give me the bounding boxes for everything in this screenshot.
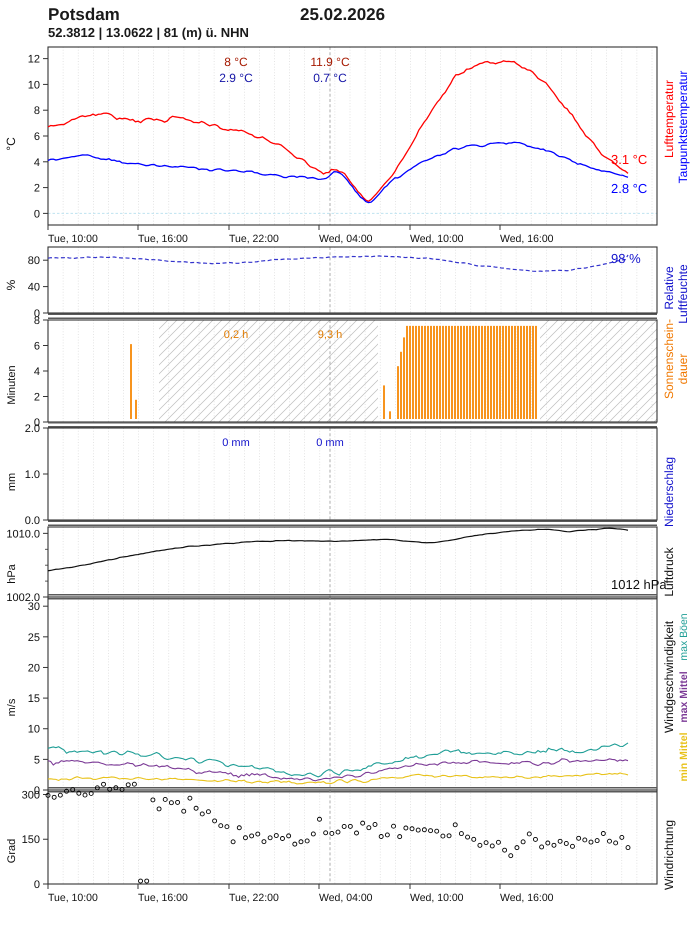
svg-text:Wed, 16:00: Wed, 16:00 bbox=[500, 233, 554, 245]
svg-text:3.1 °C: 3.1 °C bbox=[611, 152, 647, 167]
svg-text:Luftfeuchte: Luftfeuchte bbox=[676, 264, 690, 324]
svg-text:25.02.2026: 25.02.2026 bbox=[300, 5, 385, 24]
svg-text:300: 300 bbox=[22, 789, 40, 801]
svg-text:6: 6 bbox=[34, 131, 40, 143]
svg-text:2.9 °C: 2.9 °C bbox=[219, 71, 253, 85]
svg-text:0,2 h: 0,2 h bbox=[224, 329, 248, 341]
svg-text:1010.0: 1010.0 bbox=[6, 528, 40, 540]
svg-text:hPa: hPa bbox=[6, 563, 18, 583]
svg-text:1.0: 1.0 bbox=[25, 469, 40, 481]
svg-text:%: % bbox=[4, 279, 18, 290]
svg-text:Windrichtung: Windrichtung bbox=[662, 820, 676, 890]
svg-text:Tue, 10:00: Tue, 10:00 bbox=[48, 233, 98, 245]
svg-text:1012 hPa: 1012 hPa bbox=[611, 577, 667, 592]
svg-text:Tue, 22:00: Tue, 22:00 bbox=[229, 233, 279, 245]
svg-text:0 mm: 0 mm bbox=[222, 437, 250, 449]
svg-text:6: 6 bbox=[34, 341, 40, 353]
svg-text:40: 40 bbox=[28, 282, 40, 294]
svg-text:Wed, 16:00: Wed, 16:00 bbox=[500, 892, 554, 904]
svg-text:Wed, 10:00: Wed, 10:00 bbox=[410, 233, 464, 245]
svg-text:9,3 h: 9,3 h bbox=[318, 329, 342, 341]
svg-text:11.9 °C: 11.9 °C bbox=[310, 55, 350, 69]
svg-text:Tue, 22:00: Tue, 22:00 bbox=[229, 892, 279, 904]
svg-text:2: 2 bbox=[34, 392, 40, 404]
svg-text:0.7 °C: 0.7 °C bbox=[313, 71, 347, 85]
svg-text:Potsdam: Potsdam bbox=[48, 5, 120, 24]
svg-text:98 %: 98 % bbox=[611, 251, 641, 266]
svg-text:10: 10 bbox=[28, 724, 40, 736]
svg-text:Wed, 10:00: Wed, 10:00 bbox=[410, 892, 464, 904]
svg-text:52.3812 | 13.0622 | 81 (m) ü.: 52.3812 | 13.0622 | 81 (m) ü. NHN bbox=[48, 25, 249, 40]
svg-text:Niederschlag: Niederschlag bbox=[662, 457, 676, 527]
svg-text:0 mm: 0 mm bbox=[316, 437, 344, 449]
svg-text:4: 4 bbox=[34, 157, 40, 169]
svg-text:Windgeschwindigkeit: Windgeschwindigkeit bbox=[662, 620, 676, 733]
svg-text:Relative: Relative bbox=[662, 266, 676, 310]
svg-text:0: 0 bbox=[34, 208, 40, 220]
svg-text:max Böen: max Böen bbox=[678, 613, 690, 660]
svg-text:25: 25 bbox=[28, 632, 40, 644]
svg-text:4: 4 bbox=[34, 366, 40, 378]
svg-text:min Mittel: min Mittel bbox=[678, 732, 690, 781]
svg-text:Wed, 04:00: Wed, 04:00 bbox=[319, 233, 373, 245]
svg-text:Wed, 04:00: Wed, 04:00 bbox=[319, 892, 373, 904]
svg-text:Sonnenschein-: Sonnenschein- bbox=[662, 319, 676, 399]
svg-text:Tue, 16:00: Tue, 16:00 bbox=[138, 233, 188, 245]
svg-text:Lufttemperatur: Lufttemperatur bbox=[662, 80, 676, 158]
svg-text:80: 80 bbox=[28, 255, 40, 267]
svg-text:8 °C: 8 °C bbox=[224, 55, 248, 69]
svg-text:Minuten: Minuten bbox=[6, 365, 18, 404]
svg-text:2: 2 bbox=[34, 183, 40, 195]
svg-text:5: 5 bbox=[34, 754, 40, 766]
svg-text:Taupunktstemperatur: Taupunktstemperatur bbox=[676, 71, 690, 184]
svg-text:8: 8 bbox=[34, 315, 40, 327]
svg-text:mm: mm bbox=[6, 473, 18, 491]
svg-text:m/s: m/s bbox=[6, 698, 18, 716]
svg-text:Luftdruck: Luftdruck bbox=[662, 546, 676, 596]
svg-text:0.0: 0.0 bbox=[25, 515, 40, 527]
svg-text:max Mittel: max Mittel bbox=[678, 671, 690, 722]
svg-text:20: 20 bbox=[28, 662, 40, 674]
svg-text:°C: °C bbox=[4, 137, 18, 151]
svg-text:8: 8 bbox=[34, 105, 40, 117]
svg-text:150: 150 bbox=[22, 834, 40, 846]
svg-text:12: 12 bbox=[28, 54, 40, 66]
svg-text:2.8 °C: 2.8 °C bbox=[611, 181, 647, 196]
svg-text:Grad: Grad bbox=[6, 839, 18, 863]
svg-text:15: 15 bbox=[28, 693, 40, 705]
svg-text:0: 0 bbox=[34, 879, 40, 891]
svg-text:dauer: dauer bbox=[676, 354, 690, 385]
svg-text:Tue, 16:00: Tue, 16:00 bbox=[138, 892, 188, 904]
svg-text:Tue, 10:00: Tue, 10:00 bbox=[48, 892, 98, 904]
svg-text:2.0: 2.0 bbox=[25, 423, 40, 435]
svg-text:30: 30 bbox=[28, 601, 40, 613]
svg-text:10: 10 bbox=[28, 79, 40, 91]
